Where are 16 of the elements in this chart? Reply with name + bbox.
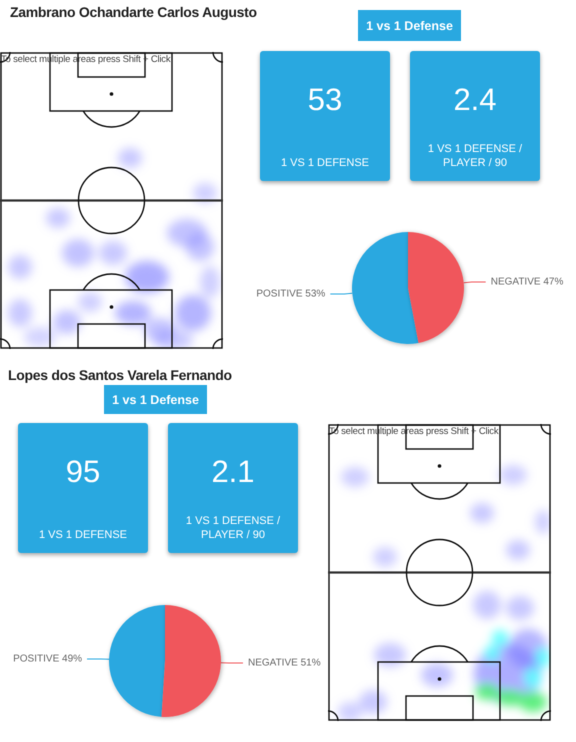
- slice-label: POSITIVE 53%: [256, 288, 326, 300]
- slice-label: POSITIVE 49%: [13, 653, 82, 664]
- data-label: 2.4: [452, 81, 498, 119]
- text: Lopes dos Santos Varela Fernando: [8, 366, 232, 384]
- category-label: 1 VS 1 DEFENSE: [38, 528, 128, 542]
- text: 1 vs 1 Defense: [358, 10, 461, 41]
- data-label: 53: [306, 81, 344, 119]
- category-label: 1 VS 1 DEFENSE / PLAYER / 90: [184, 514, 282, 542]
- data-label: 2.1: [210, 453, 256, 491]
- category-label: 1 VS 1 DEFENSE / PLAYER / 90: [426, 142, 524, 170]
- category-label: 1 VS 1 DEFENSE: [280, 156, 370, 170]
- text: Zambrano Ochandarte Carlos Augusto: [10, 3, 257, 21]
- slice-label: NEGATIVE 47%: [490, 276, 564, 288]
- text: 1 vs 1 Defense: [104, 385, 207, 414]
- data-label: 95: [64, 453, 102, 491]
- slice-label: NEGATIVE 51%: [248, 658, 321, 669]
